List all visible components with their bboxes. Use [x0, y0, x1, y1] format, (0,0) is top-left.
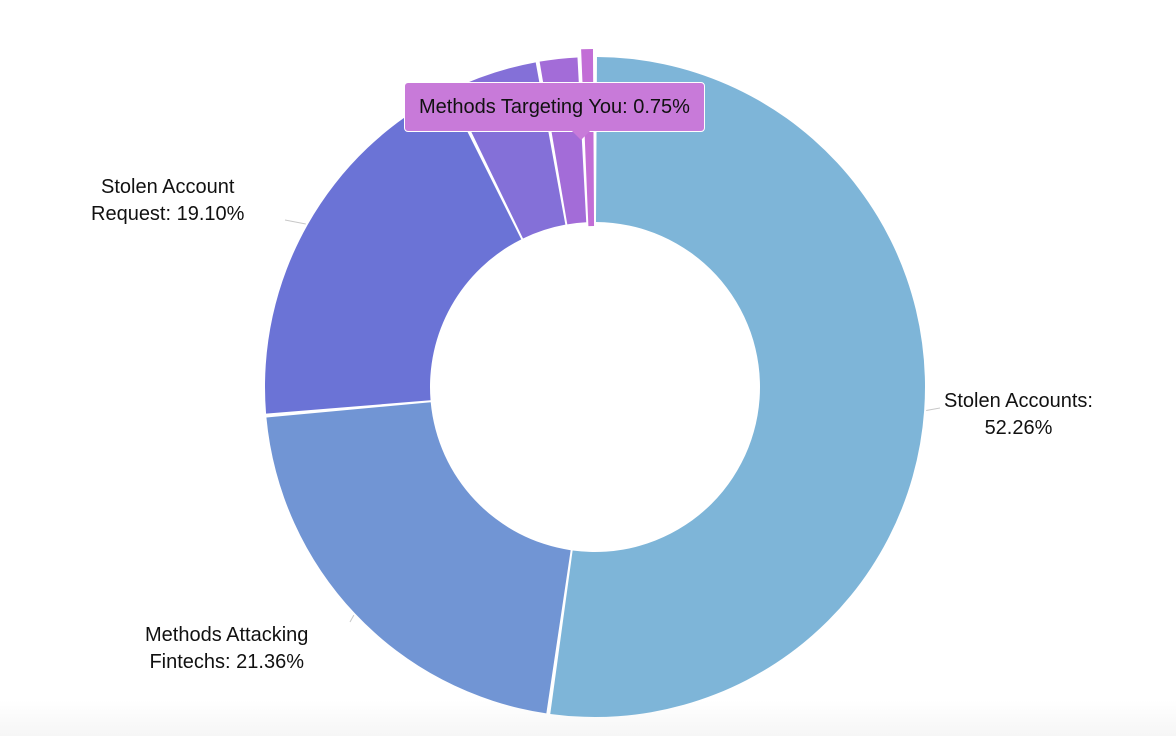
chart-tooltip-caret — [572, 131, 590, 140]
slice-methods-attacking-fintechs[interactable] — [266, 402, 571, 714]
slice-stolen-account-request[interactable] — [265, 91, 522, 414]
chart-tooltip-text: Methods Targeting You: 0.75% — [419, 95, 690, 118]
label-stolen-accounts: Stolen Accounts: 52.26% — [944, 388, 1093, 442]
label-stolen-account-request: Stolen Account Request: 19.10% — [91, 174, 244, 228]
leader-line-stolen-accounts — [926, 407, 941, 412]
label-methods-attacking-fintechs-line-1: Methods Attacking — [145, 624, 309, 646]
chart-tooltip: Methods Targeting You: 0.75% — [404, 82, 705, 132]
slice-stolen-accounts[interactable] — [550, 57, 925, 718]
leader-line-stolen-account-request — [284, 219, 306, 225]
label-stolen-account-request-line-1: Stolen Account — [101, 176, 235, 198]
label-stolen-accounts-line-2: 52.26% — [984, 417, 1053, 439]
label-methods-attacking-fintechs: Methods Attacking Fintechs: 21.36% — [145, 622, 308, 676]
label-stolen-accounts-line-1: Stolen Accounts: — [944, 390, 1093, 412]
label-methods-attacking-fintechs-line-2: Fintechs: 21.36% — [149, 651, 304, 673]
label-stolen-account-request-line-2: Request: 19.10% — [91, 203, 245, 225]
leader-line-methods-attacking-fintechs — [349, 614, 355, 623]
